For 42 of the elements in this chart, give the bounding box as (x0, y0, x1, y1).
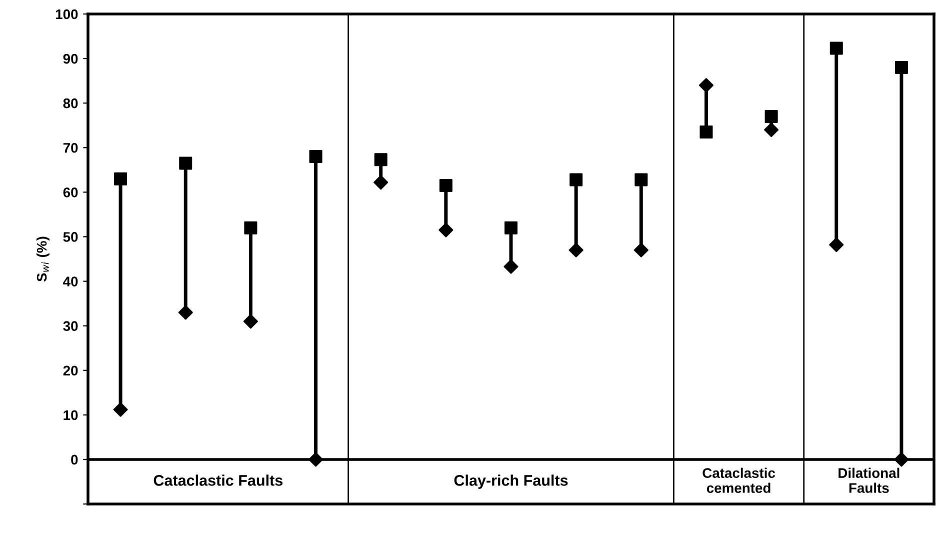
point (504, 221, 518, 234)
point (894, 452, 909, 467)
point (894, 60, 908, 74)
point (178, 305, 193, 320)
y-tick-label: 10 (64, 410, 78, 420)
point (113, 402, 128, 417)
point (504, 259, 518, 274)
point (568, 242, 584, 258)
point (114, 172, 128, 186)
point (308, 452, 324, 467)
point (243, 314, 258, 329)
point (438, 222, 454, 238)
y-tick-label: 0 (71, 454, 78, 465)
y-tick-label: 100 (56, 9, 78, 20)
y-tick-label: 60 (63, 188, 78, 198)
point (634, 173, 648, 186)
y-tick-label: 50 (63, 232, 78, 242)
y-tick-label: 30 (63, 321, 78, 332)
y-tick-label: 80 (63, 98, 78, 108)
annotation: Clay-rich Faults (454, 474, 568, 489)
point (829, 237, 844, 252)
point (764, 110, 778, 123)
annotation: Cataclastic cemented (702, 468, 776, 493)
y-tick-label: 70 (63, 142, 78, 153)
point (244, 221, 258, 234)
point (179, 156, 192, 170)
point (634, 242, 648, 258)
point (309, 150, 322, 164)
annotation: Dilational Faults (838, 468, 900, 493)
point (764, 122, 779, 138)
point (698, 78, 714, 93)
point (374, 153, 388, 166)
y-tick-label: 20 (63, 366, 78, 376)
point (439, 178, 452, 192)
point (374, 175, 388, 190)
annotation: Cataclastic Faults (154, 474, 282, 486)
y-axis-title: S$_{wi}$ (%) (36, 236, 50, 282)
y-tick-label: 90 (63, 54, 78, 64)
point (570, 173, 583, 186)
point (830, 42, 843, 55)
point (700, 126, 713, 139)
y-tick-label: 40 (63, 276, 78, 286)
